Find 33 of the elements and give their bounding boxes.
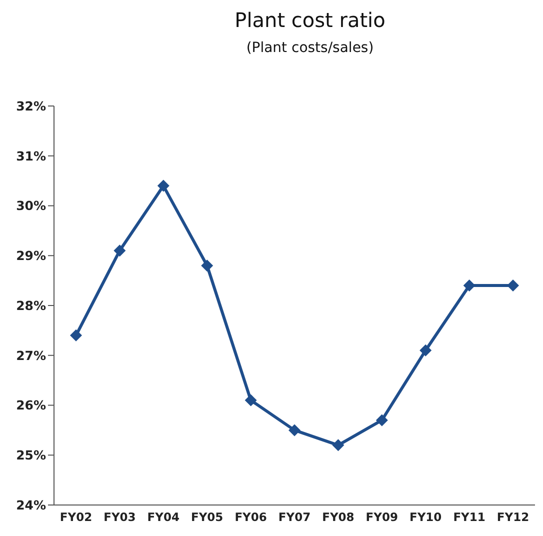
- x-tick-label: FY02: [60, 510, 92, 524]
- y-tick-label: 29%: [16, 248, 46, 264]
- x-tick-label: FY04: [147, 510, 180, 524]
- point: [114, 244, 126, 257]
- x-tick-label: FY05: [191, 510, 224, 524]
- y-tick-label: 31%: [16, 148, 46, 164]
- point: [332, 439, 344, 452]
- y-tick-label: 26%: [16, 398, 46, 413]
- point: [463, 280, 476, 292]
- point: [157, 180, 170, 192]
- y-tick-label: 25%: [16, 448, 46, 463]
- y-tick-label: 32%: [16, 98, 46, 114]
- y-tick-label: 24%: [16, 497, 46, 512]
- x-tick-label: FY08: [322, 510, 354, 524]
- y-tick-label: 27%: [16, 348, 46, 363]
- point: [288, 424, 300, 436]
- y-tick-label: 30%: [16, 198, 46, 214]
- point: [70, 329, 82, 342]
- x-tick-label: FY09: [366, 510, 398, 524]
- x-tick-label: FY03: [104, 510, 136, 524]
- point: [420, 344, 432, 356]
- x-tick-label: FY06: [234, 510, 267, 524]
- x-tick-label: FY10: [410, 510, 442, 524]
- x-tick-label: FY12: [496, 510, 530, 524]
- chart-title: Plant cost ratio: [234, 8, 386, 32]
- y-tick-label: 28%: [16, 298, 46, 313]
- x-tick-label: FY11: [453, 510, 486, 524]
- point: [201, 260, 214, 272]
- point: [376, 414, 388, 426]
- x-tick-label: FY07: [278, 510, 311, 524]
- point: [244, 394, 257, 406]
- chart-subtitle: (Plant costs/sales): [245, 40, 375, 56]
- point: [507, 280, 519, 292]
